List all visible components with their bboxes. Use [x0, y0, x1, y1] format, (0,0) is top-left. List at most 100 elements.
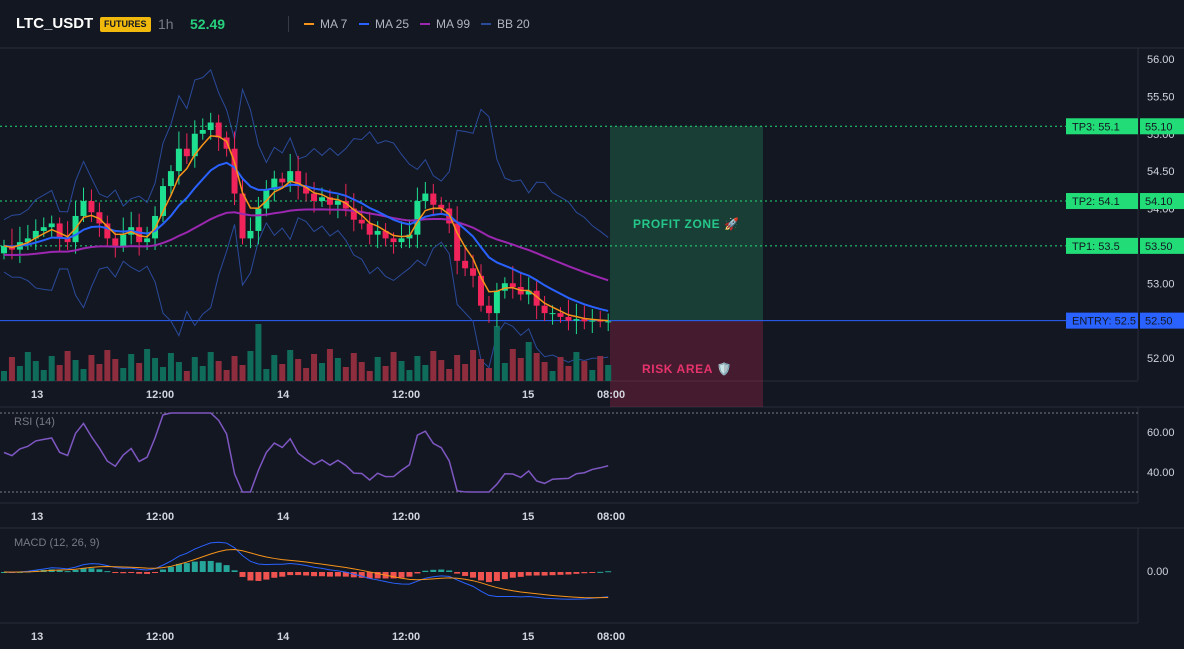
interval-label[interactable]: 1h: [158, 16, 174, 32]
macd-histogram-bar: [501, 572, 508, 580]
candle-body: [462, 260, 469, 269]
macd-histogram-bar: [191, 561, 198, 572]
macd-histogram-bar: [406, 572, 413, 577]
candle-body: [470, 268, 477, 276]
volume-bar: [199, 366, 206, 381]
candle-body: [303, 186, 310, 194]
volume-bar: [136, 363, 143, 381]
level-axis-bg: [1140, 312, 1184, 329]
candle-body: [541, 305, 548, 314]
candle-body: [589, 320, 596, 322]
candle-body: [271, 178, 278, 190]
candle-body: [120, 234, 127, 246]
macd-histogram-bar: [303, 572, 310, 576]
volume-bar: [223, 370, 230, 381]
volume-bar: [589, 370, 596, 381]
candle-body: [80, 201, 87, 216]
macd-histogram-bar: [398, 572, 405, 578]
volume-bar: [573, 352, 580, 381]
macd-histogram-bar: [485, 572, 492, 583]
macd-histogram-bar: [549, 572, 556, 576]
profit-zone: [610, 126, 763, 321]
macd-histogram-bar: [509, 572, 516, 578]
time-axis-label: 08:00: [597, 389, 625, 401]
rsi-line: [3, 412, 609, 493]
candle-body: [454, 223, 461, 261]
candle-body: [263, 189, 270, 209]
macd-histogram-bar: [231, 570, 238, 572]
legend-label-ma25: MA 25: [375, 17, 410, 31]
macd-histogram-bar: [287, 572, 294, 576]
macd-histogram-bar: [88, 568, 95, 572]
volume-bar: [438, 360, 445, 381]
volume-bar: [56, 365, 63, 381]
candle-body: [112, 238, 119, 246]
time-axis-label: 12:00: [146, 631, 174, 643]
macd-histogram-bar: [271, 572, 278, 578]
candle-body: [104, 223, 111, 239]
candle-body: [88, 201, 95, 213]
volume-bar: [263, 369, 270, 381]
macd-histogram-bar: [120, 572, 127, 574]
macd-histogram-bar: [470, 572, 477, 578]
volume-bar: [1, 371, 7, 381]
candle-body: [247, 230, 254, 239]
level-tag-bg: [1066, 312, 1138, 329]
legend-bb20[interactable]: BB 20: [481, 17, 530, 31]
macd-histogram-bar: [446, 570, 453, 572]
legend-swatch-ma25: [359, 23, 369, 25]
candle-body: [501, 283, 508, 291]
level-axis-label: 52.50: [1145, 316, 1173, 328]
level-axis-label: 55.10: [1145, 121, 1173, 133]
volume-bar: [40, 370, 47, 381]
profit-zone-label: PROFIT ZONE 🚀: [633, 217, 740, 231]
macd-histogram-bar: [215, 562, 222, 572]
last-price: 52.49: [190, 16, 226, 32]
volume-bar: [509, 349, 516, 381]
candle-body: [549, 313, 556, 315]
volume-bar: [303, 368, 310, 381]
time-axis-label: 08:00: [597, 631, 625, 643]
macd-histogram-bar: [175, 563, 182, 572]
legend-swatch-ma7: [304, 23, 314, 25]
candle-body: [64, 238, 71, 243]
candle-body: [509, 283, 516, 287]
volume-bar: [462, 364, 469, 381]
ma7-line: [3, 135, 609, 322]
macd-histogram-bar: [525, 572, 532, 576]
bollinger-upper-line: [3, 68, 609, 238]
volume-bar: [478, 359, 484, 381]
volume-bar: [557, 357, 564, 381]
macd-histogram-bar: [533, 572, 540, 576]
candle-body: [414, 201, 421, 235]
volume-bar: [104, 350, 111, 381]
volume-bar: [406, 370, 413, 381]
macd-histogram-bar: [438, 569, 445, 572]
volume-bar: [366, 371, 373, 381]
macd-histogram-bar: [517, 572, 524, 577]
candle-body: [191, 133, 198, 157]
macd-histogram-bar: [454, 572, 461, 574]
volume-bar: [501, 363, 508, 381]
time-axis-label: 12:00: [146, 511, 174, 523]
symbol-name[interactable]: LTC_USDT: [16, 15, 94, 32]
time-axis-label: 13: [31, 389, 43, 401]
time-axis-label: 08:00: [597, 511, 625, 523]
volume-bar: [470, 350, 477, 381]
macd-histogram-bar: [581, 572, 588, 574]
candle-body: [438, 204, 445, 209]
macd-histogram-bar: [541, 572, 548, 576]
legend-ma25[interactable]: MA 25: [359, 17, 409, 31]
macd-histogram-bar: [167, 566, 174, 572]
legend-ma99[interactable]: MA 99: [420, 17, 470, 31]
legend-ma7[interactable]: MA 7: [304, 17, 347, 31]
level-axis-bg: [1140, 237, 1184, 254]
volume-bar: [287, 350, 294, 381]
ma25-line: [3, 161, 609, 312]
candle-body: [485, 305, 492, 314]
level-axis-bg: [1140, 118, 1184, 135]
candle-body: [48, 223, 55, 228]
legend-label-ma99: MA 99: [436, 17, 471, 31]
volume-bar: [24, 352, 31, 381]
